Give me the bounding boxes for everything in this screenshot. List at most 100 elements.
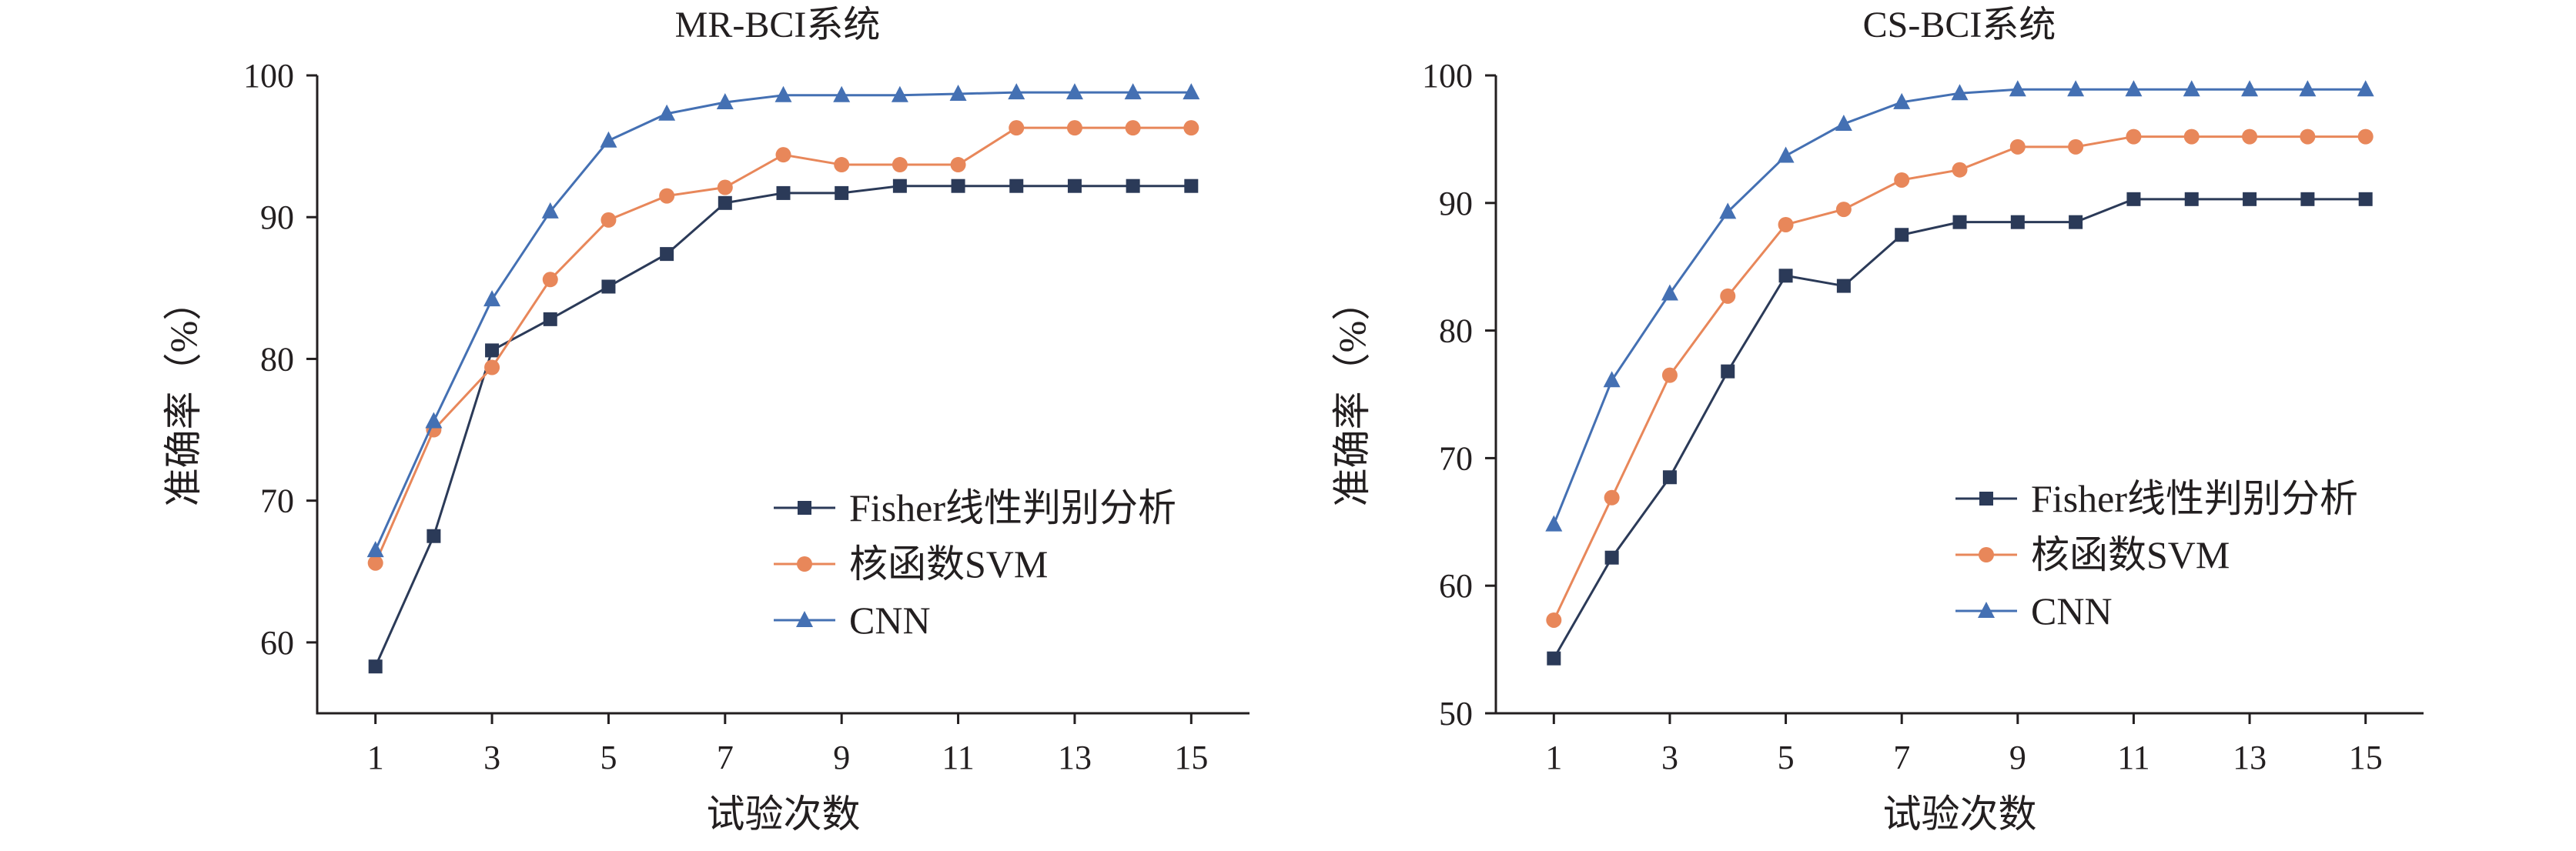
legend-item-cnn: CNN [774, 599, 931, 642]
data-point [1719, 202, 1737, 219]
data-point [658, 104, 676, 121]
data-point [1662, 470, 1677, 485]
data-point [776, 185, 791, 200]
data-point [1124, 83, 1142, 100]
data-point [2183, 80, 2200, 97]
data-point [1720, 288, 1736, 304]
data-point [2126, 192, 2141, 206]
data-point [1604, 489, 1620, 506]
data-point [2299, 80, 2317, 97]
y-tick-label: 90 [260, 199, 294, 236]
data-point [2010, 215, 2025, 229]
legend-marker [798, 501, 811, 515]
legend-item-svm: 核函数SVM [774, 542, 1048, 586]
data-point [543, 312, 557, 326]
data-point [951, 179, 965, 193]
axes [316, 75, 1250, 715]
data-point [717, 179, 733, 195]
data-point [1951, 84, 1969, 101]
x-tick-label: 3 [483, 739, 500, 776]
data-point [660, 247, 674, 262]
x-tick-label: 1 [1545, 739, 1562, 776]
data-point [1009, 120, 1025, 136]
data-point [1184, 179, 1199, 193]
data-point [2126, 128, 2142, 145]
data-point [2067, 80, 2085, 97]
data-point [1066, 83, 1083, 100]
x-tick-label: 11 [942, 739, 974, 776]
data-point [1603, 371, 1621, 388]
data-point [1126, 179, 1140, 193]
x-tick-label: 15 [1174, 739, 1208, 776]
legend-item-cnn: CNN [1955, 589, 2113, 632]
data-point [833, 85, 851, 102]
data-point [1661, 284, 1678, 301]
y-tick-label: 100 [243, 57, 294, 95]
data-point [2242, 128, 2258, 145]
legend-marker [1978, 602, 1995, 618]
legend-marker [1979, 547, 1994, 562]
data-point [2357, 80, 2374, 97]
data-point [1778, 216, 1794, 232]
data-point [1894, 172, 1910, 188]
data-point [892, 179, 907, 193]
data-point [427, 529, 441, 543]
data-point [2009, 138, 2026, 155]
y-tick-label: 60 [260, 624, 294, 662]
data-point [950, 157, 966, 173]
data-point [1008, 83, 1025, 100]
data-point [2068, 138, 2084, 155]
data-point [483, 290, 501, 307]
data-point [1721, 364, 1735, 379]
data-point [1183, 120, 1199, 136]
data-point [949, 84, 967, 101]
data-point [1661, 367, 1678, 383]
data-point [2358, 192, 2373, 206]
series-line [1552, 88, 2366, 526]
x-axis-label: 试验次数 [1883, 793, 2037, 836]
y-tick-label: 70 [1439, 439, 1473, 477]
data-point [1835, 115, 1852, 132]
data-point [718, 195, 732, 210]
x-tick-label: 7 [717, 739, 734, 776]
data-point [368, 659, 383, 674]
x-tick-label: 7 [1893, 739, 1910, 776]
legend-label: CNN [2031, 589, 2113, 632]
data-point [484, 359, 500, 375]
legend-label: 核函数SVM [2031, 533, 2230, 576]
y-tick-label: 80 [260, 340, 294, 378]
legend-item-fisher: Fisher线性判别分析 [774, 486, 1176, 529]
x-tick-label: 13 [1058, 739, 1092, 776]
x-tick-label: 9 [833, 739, 850, 776]
data-point [2184, 192, 2199, 206]
data-point [2241, 80, 2259, 97]
data-point [2183, 128, 2200, 145]
series-fisher [368, 179, 1199, 674]
data-point [659, 188, 675, 204]
chart-title: CS-BCI系统 [1863, 5, 2056, 45]
data-point [1066, 120, 1082, 136]
x-axis-label: 试验次数 [707, 793, 861, 836]
data-point [1125, 120, 1141, 136]
data-point [601, 279, 616, 294]
data-point [541, 202, 559, 219]
legend-label: 核函数SVM [849, 542, 1048, 586]
x-tick-label: 5 [1778, 739, 1795, 776]
legend-marker [797, 556, 812, 572]
legend-label: CNN [849, 599, 931, 642]
data-point [834, 157, 850, 173]
legend-label: Fisher线性判别分析 [2031, 477, 2358, 520]
data-point [1546, 612, 1562, 628]
x-tick-label: 9 [2009, 739, 2026, 776]
x-tick-label: 11 [2117, 739, 2149, 776]
legend-marker [796, 611, 813, 627]
data-point [542, 272, 558, 288]
y-tick-label: 50 [1439, 695, 1473, 733]
data-point [2357, 128, 2374, 145]
data-point [1836, 279, 1851, 293]
y-tick-label: 60 [1439, 567, 1473, 605]
